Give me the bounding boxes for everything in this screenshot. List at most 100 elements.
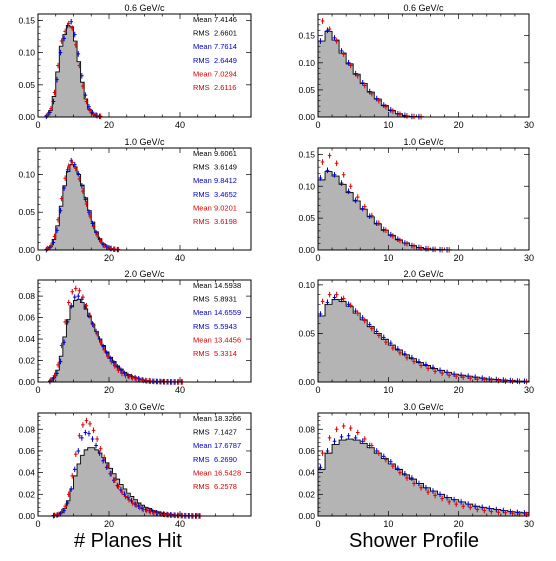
stat-label: Mean (193, 15, 212, 24)
red-data-point (334, 38, 339, 44)
blue-data-point (332, 294, 337, 301)
y-tick-label: 0.04 (18, 468, 35, 478)
x-tick-label: 30 (524, 519, 534, 529)
stat-label: RMS (193, 482, 210, 491)
x-tick-label: 10 (383, 519, 393, 529)
plot-frame (317, 13, 530, 118)
blue-data-point (65, 167, 70, 173)
red-data-point (74, 285, 78, 292)
red-data-point (398, 350, 402, 356)
y-tick-label: 0.02 (18, 356, 35, 366)
panel-title: 2.0 GeV/c (124, 269, 165, 279)
red-data-point (56, 62, 60, 69)
red-data-point (412, 358, 416, 365)
blue-data-point (388, 340, 393, 346)
plot-frame (317, 412, 530, 517)
blue-data-point (51, 98, 56, 105)
red-data-point (341, 295, 346, 302)
red-data-point (426, 489, 430, 495)
stat-label: RMS (193, 163, 210, 172)
red-data-point (116, 483, 121, 490)
red-data-point (370, 212, 374, 219)
stat-value: 6.2578 (214, 482, 237, 491)
red-data-point (440, 370, 444, 377)
red-data-point (113, 363, 117, 369)
red-data-point (152, 378, 156, 385)
x-tick-label: 0 (315, 385, 320, 395)
blue-data-point (90, 220, 95, 227)
blue-data-point (62, 185, 66, 191)
red-data-point (74, 451, 78, 457)
x-tick-label: 20 (454, 385, 464, 395)
y-tick-label: 0.15 (18, 15, 35, 25)
blue-data-point (65, 500, 70, 506)
x-tick-label: 40 (175, 253, 185, 263)
y-tick-label: 0.00 (298, 511, 315, 521)
blue-data-point (367, 321, 372, 328)
stat-value: 3.6149 (214, 163, 237, 172)
red-data-point (52, 372, 57, 379)
blue-data-point (410, 354, 414, 361)
blue-data-point (381, 102, 386, 108)
blue-data-point (72, 31, 77, 38)
red-data-point (166, 512, 170, 518)
y-tick-label: 0.06 (298, 446, 315, 456)
panel-title: 3.0 GeV/c (403, 402, 444, 412)
red-data-point (419, 362, 423, 369)
blue-data-point (55, 76, 59, 83)
x-tick-label: 0 (35, 519, 40, 529)
x-tick-label: 20 (454, 120, 464, 130)
blue-data-point (69, 18, 73, 25)
red-data-point (66, 20, 71, 27)
x-tick-label: 0 (35, 120, 40, 130)
panel-title: 3.0 GeV/c (124, 402, 165, 412)
stat-label: RMS (193, 56, 210, 65)
blue-data-point (452, 496, 456, 503)
red-data-point (496, 377, 501, 384)
blue-data-point (424, 361, 428, 368)
red-data-point (362, 318, 367, 324)
stat-value: 2.6601 (214, 29, 237, 38)
y-tick-label: 0.05 (298, 85, 315, 95)
blue-data-point (339, 434, 344, 440)
stat-value: 13.4456 (214, 335, 241, 344)
y-tick-label: 0.10 (298, 181, 315, 191)
red-data-point (362, 436, 367, 442)
red-data-point (482, 507, 487, 514)
blue-data-point (51, 375, 56, 382)
red-data-point (348, 183, 353, 190)
blue-data-point (69, 486, 73, 492)
red-data-point (355, 429, 360, 436)
blue-data-point (367, 88, 372, 95)
panel-title: 2.0 GeV/c (403, 269, 444, 279)
stat-label: RMS (193, 455, 210, 464)
red-data-point (377, 220, 381, 227)
red-data-point (95, 436, 99, 442)
blue-data-point (80, 182, 84, 189)
red-data-point (59, 38, 64, 44)
blue-data-point (473, 503, 477, 510)
stat-value: 5.3314 (214, 349, 237, 358)
blue-data-point (87, 103, 91, 110)
blue-data-point (332, 171, 337, 178)
red-data-point (370, 442, 374, 449)
red-data-point (49, 105, 53, 112)
blue-data-point (417, 244, 421, 251)
red-data-point (426, 365, 430, 372)
blue-data-point (438, 491, 442, 498)
blue-data-point (325, 299, 330, 306)
blue-data-point (367, 213, 372, 220)
red-data-point (105, 463, 110, 469)
x-tick-label: 20 (104, 519, 114, 529)
red-data-point (503, 378, 508, 384)
x-tick-label: 10 (383, 385, 393, 395)
red-data-point (81, 422, 85, 428)
x-tick-label: 0 (35, 253, 40, 263)
blue-data-point (72, 161, 77, 168)
blue-data-point (360, 205, 365, 212)
blue-data-point (508, 508, 513, 515)
red-data-point (130, 500, 135, 506)
blue-data-point (515, 509, 520, 516)
panel-shower-10: 1.0 GeV/c 0 10 20 30 0.00 0.05 0.10 0.15 (298, 137, 534, 263)
